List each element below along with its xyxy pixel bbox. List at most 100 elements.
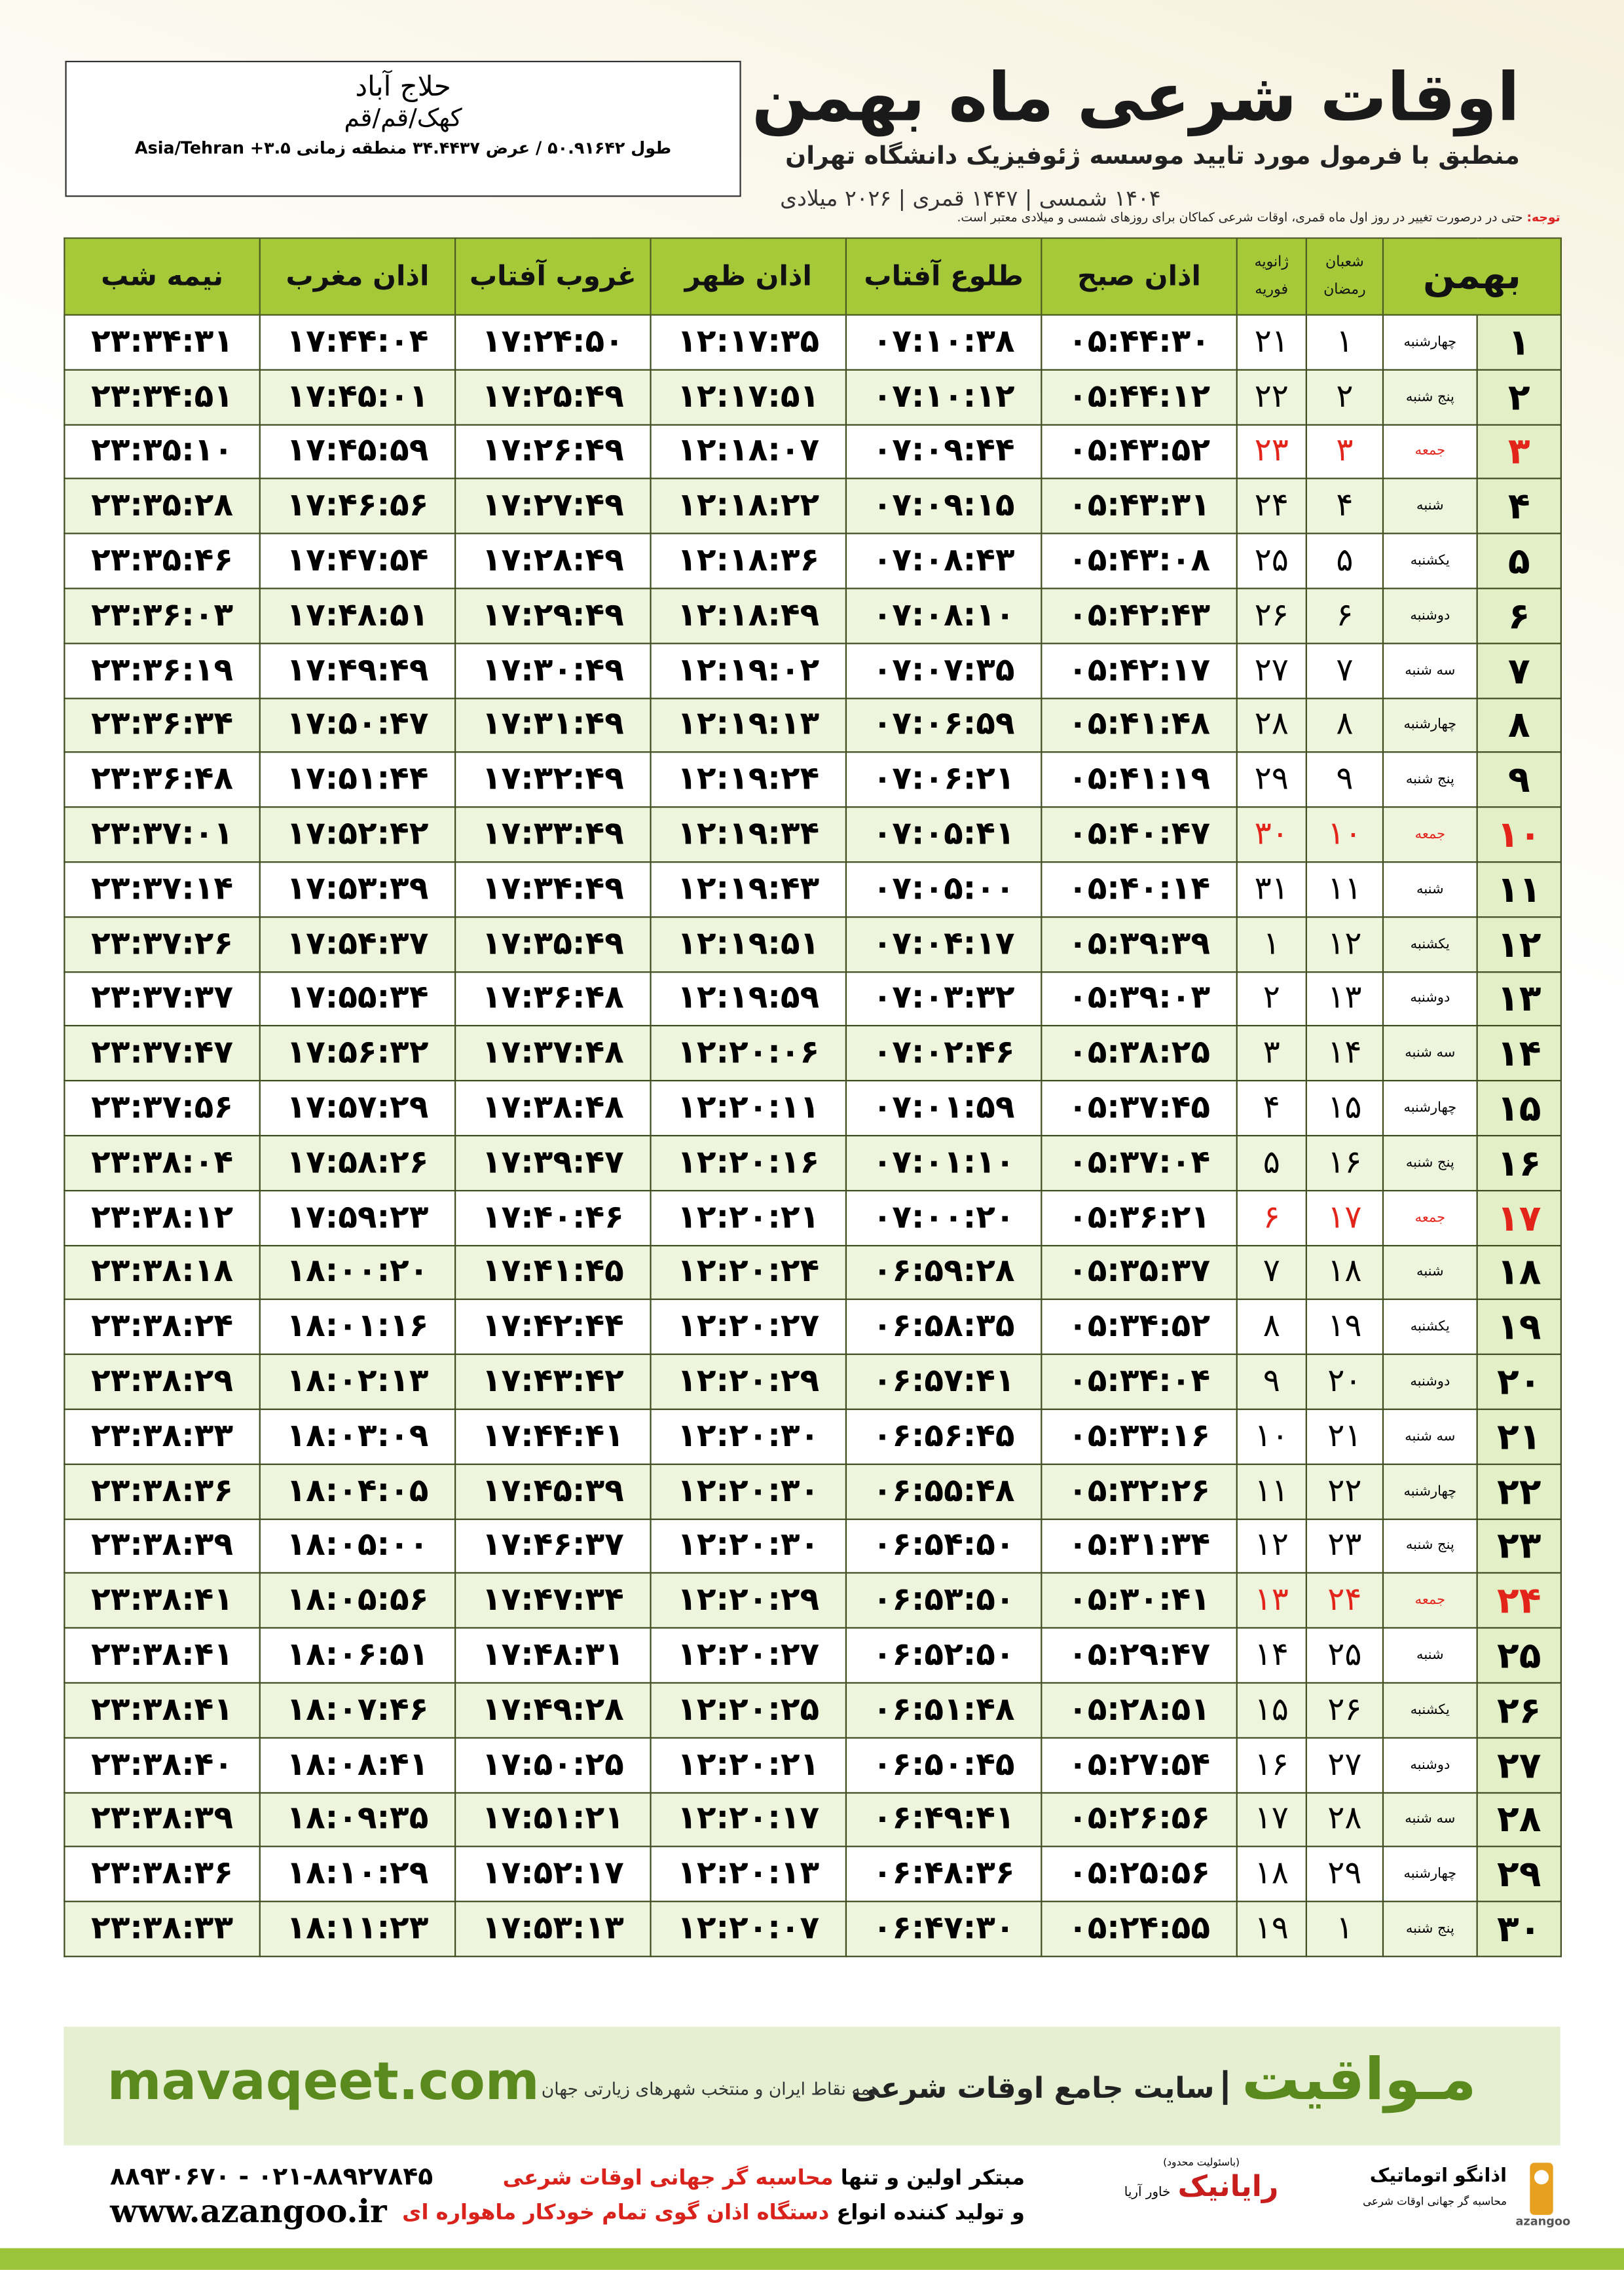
time-cell: ۱۷:۳۵:۴۹ — [454, 916, 652, 973]
note-text: حتی در درصورت تغییر در روز اول ماه قمری،… — [957, 211, 1523, 226]
time-cell: ۱۸:۰۵:۰۰ — [259, 1517, 456, 1574]
date-cell: ۱۲ — [1476, 916, 1562, 973]
time-cell: ۱۸:۰۳:۰۹ — [259, 1408, 456, 1465]
note-label: توجه: — [1526, 211, 1560, 226]
date-cell: ۲۸ — [1236, 697, 1307, 754]
url[interactable]: mavaqeet.com — [107, 2053, 540, 2112]
time-cell: ۱۲:۱۹:۲۴ — [650, 752, 847, 808]
time-cell: ۰۵:۳۴:۵۲ — [1041, 1299, 1238, 1356]
logo-azangoo: اذانگو اتوماتیک محاسبه گر جهانی اوقات شر… — [1295, 2157, 1570, 2232]
date-cell: ۱۰ — [1305, 806, 1384, 863]
time-cell: ۱۷:۴۰:۴۶ — [454, 1189, 652, 1246]
date-cell: ۲۸ — [1476, 1791, 1562, 1848]
banner: مـواقیت سایت جامع اوقات شرعی همه نقاط ای… — [64, 2026, 1560, 2146]
footer-line: و تولید کننده انواع دستگاه اذان گوی تمام… — [402, 2202, 1025, 2225]
date-cell: ۳ — [1476, 423, 1562, 480]
date-cell: یکشنبه — [1382, 916, 1478, 973]
header-cell: بهمن — [1382, 237, 1562, 316]
time-cell: ۱۷:۵۴:۳۷ — [259, 916, 456, 973]
footer-text: دستگاه اذان گوی تمام خودکار ماهواره ای — [402, 2201, 830, 2225]
time-cell: ۱۲:۲۰:۳۰ — [650, 1408, 847, 1465]
time-cell: ۰۵:۳۸:۲۵ — [1041, 1025, 1238, 1082]
time-cell: ۰۵:۴۴:۱۲ — [1041, 369, 1238, 425]
date-cell: پنج شنبه — [1382, 1134, 1478, 1191]
date-cell: دوشنبه — [1382, 587, 1478, 644]
time-cell: ۱۲:۲۰:۳۰ — [650, 1517, 847, 1574]
table-row: ۱ چهارشنبه ۱ ۲۱ ۰۵:۴۴:۳۰ ۰۷:۱۰:۳۸ ۱۲:۱۷:۳۵ ۱۷:۲… — [64, 314, 1562, 371]
header-cell: نیمه شب — [64, 237, 261, 316]
date-cell: ۱۰ — [1476, 806, 1562, 863]
date-cell: سه شنبه — [1382, 1025, 1478, 1082]
header-line: ژانویه — [1254, 255, 1289, 271]
time-cell: ۲۳:۳۶:۴۸ — [64, 752, 261, 808]
time-cell: ۱۲:۱۷:۳۵ — [650, 314, 847, 371]
date-cell: ۵ — [1476, 532, 1562, 589]
time-cell: ۰۶:۵۴:۵۰ — [845, 1517, 1043, 1574]
footer-text: مبتکر اولین و تنها — [840, 2167, 1025, 2191]
location-coords: طول ۵۰.۹۱۶۴۲ / عرض ۳۴.۴۴۳۷ منطقه زمانی ۳… — [134, 138, 672, 158]
time-cell: ۲۳:۳۶:۱۹ — [64, 642, 261, 699]
time-cell: ۱۲:۲۰:۲۱ — [650, 1736, 847, 1793]
website[interactable]: www.azangoo.ir — [109, 2193, 387, 2231]
time-cell: ۰۷:۰۷:۳۵ — [845, 642, 1043, 699]
time-cell: ۰۵:۲۸:۵۱ — [1041, 1682, 1238, 1738]
date-cell: چهارشنبه — [1382, 1080, 1478, 1137]
date-cell: ۲۰ — [1305, 1353, 1384, 1410]
date-cell: ۱۵ — [1236, 1682, 1307, 1738]
time-cell: ۱۸:۰۶:۵۱ — [259, 1627, 456, 1684]
time-cell: ۱۲:۲۰:۲۹ — [650, 1353, 847, 1410]
time-cell: ۰۷:۰۳:۳۲ — [845, 971, 1043, 1027]
date-cell: چهارشنبه — [1382, 697, 1478, 754]
time-cell: ۰۵:۳۷:۰۴ — [1041, 1134, 1238, 1191]
date-cell: ۲۲ — [1476, 1463, 1562, 1519]
time-cell: ۱۲:۱۹:۵۱ — [650, 916, 847, 973]
date-cell: ۱۱ — [1236, 1463, 1307, 1519]
time-cell: ۱۲:۱۹:۰۲ — [650, 642, 847, 699]
date-cell: ۵ — [1305, 532, 1384, 589]
time-cell: ۱۷:۵۰:۴۷ — [259, 697, 456, 754]
table-row: ۲۸ سه شنبه ۲۸ ۱۷ ۰۵:۲۶:۵۶ ۰۶:۴۹:۴۱ ۱۲:۲۰:۱۷ ۱۷:… — [64, 1791, 1562, 1848]
time-cell: ۰۶:۵۶:۴۵ — [845, 1408, 1043, 1465]
header-cell: طلوع آفتاب — [845, 237, 1043, 316]
date-cell: ۱۵ — [1305, 1080, 1384, 1137]
table-row: ۲۷ دوشنبه ۲۷ ۱۶ ۰۵:۲۷:۵۴ ۰۶:۵۰:۴۵ ۱۲:۲۰:۲۱ ۱۷:۵… — [64, 1736, 1562, 1793]
time-cell: ۲۳:۳۸:۳۹ — [64, 1517, 261, 1574]
table-row: ۱۷ جمعه ۱۷ ۶ ۰۵:۳۶:۲۱ ۰۷:۰۰:۲۰ ۱۲:۲۰:۲۱ ۱۷:۴۰:۴… — [64, 1189, 1562, 1246]
time-cell: ۰۶:۵۳:۵۰ — [845, 1572, 1043, 1629]
time-cell: ۲۳:۳۴:۳۱ — [64, 314, 261, 371]
time-cell: ۲۳:۳۷:۵۶ — [64, 1080, 261, 1137]
header-cell: اذان ظهر — [650, 237, 847, 316]
time-cell: ۰۶:۵۸:۳۵ — [845, 1299, 1043, 1356]
table-row: ۲۴ جمعه ۲۴ ۱۳ ۰۵:۳۰:۴۱ ۰۶:۵۳:۵۰ ۱۲:۲۰:۲۹ ۱۷:۴۷:… — [64, 1572, 1562, 1629]
date-cell: ۱۳ — [1476, 971, 1562, 1027]
time-cell: ۱۷:۲۶:۴۹ — [454, 423, 652, 480]
date-cell: ۱۰ — [1236, 1408, 1307, 1465]
date-cell: یکشنبه — [1382, 1299, 1478, 1356]
table-row: ۱۰ جمعه ۱۰ ۳۰ ۰۵:۴۰:۴۷ ۰۷:۰۵:۴۱ ۱۲:۱۹:۳۴ ۱۷:۳۳:… — [64, 806, 1562, 863]
date-cell: ۲۳ — [1236, 423, 1307, 480]
time-cell: ۰۶:۴۷:۳۰ — [845, 1901, 1043, 1958]
time-cell: ۱۷:۳۳:۴۹ — [454, 806, 652, 863]
header-cell: شعبان رمضان — [1305, 237, 1384, 316]
date-cell: ۲۲ — [1236, 369, 1307, 425]
scope: همه نقاط ایران و منتخب شهرهای زیارتی جها… — [541, 2079, 880, 2099]
time-cell: ۰۶:۵۵:۴۸ — [845, 1463, 1043, 1519]
table-row: ۱۸ شنبه ۱۸ ۷ ۰۵:۳۵:۳۷ ۰۶:۵۹:۲۸ ۱۲:۲۰:۲۴ ۱۷:۴۱:۴… — [64, 1244, 1562, 1301]
date-cell: ۲۹ — [1476, 1846, 1562, 1903]
date-cell: ۲۶ — [1476, 1682, 1562, 1738]
date-cell: ۳ — [1236, 1025, 1307, 1082]
date-cell: ۲۷ — [1476, 1736, 1562, 1793]
date-cell: ۱۹ — [1476, 1299, 1562, 1356]
time-cell: ۰۵:۴۲:۱۷ — [1041, 642, 1238, 699]
date-cell: سه شنبه — [1382, 642, 1478, 699]
time-cell: ۱۲:۲۰:۰۷ — [650, 1901, 847, 1958]
date-cell: دوشنبه — [1382, 1736, 1478, 1793]
time-cell: ۱۲:۱۸:۳۶ — [650, 532, 847, 589]
time-cell: ۱۲:۲۰:۲۴ — [650, 1244, 847, 1301]
header-line: شعبان — [1325, 255, 1364, 271]
time-cell: ۰۵:۴۰:۱۴ — [1041, 861, 1238, 918]
time-cell: ۲۳:۳۶:۳۴ — [64, 697, 261, 754]
time-cell: ۱۲:۱۸:۴۹ — [650, 587, 847, 644]
date-cell: دوشنبه — [1382, 1353, 1478, 1410]
time-cell: ۰۷:۰۴:۱۷ — [845, 916, 1043, 973]
